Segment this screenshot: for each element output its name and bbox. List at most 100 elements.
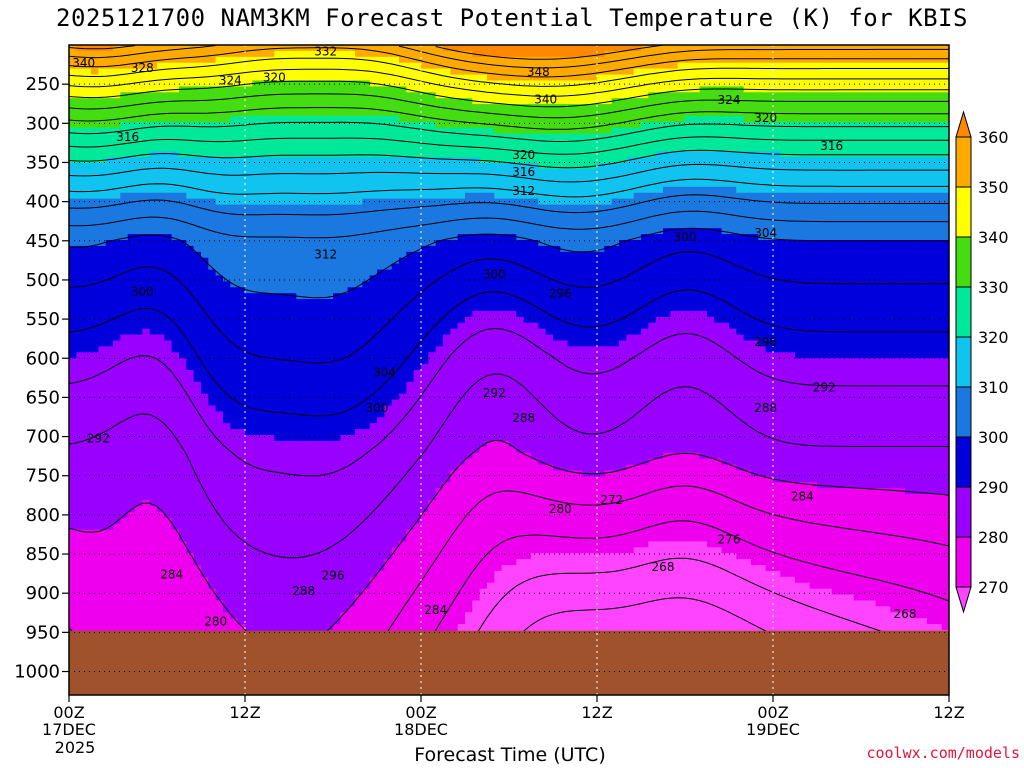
- field-cell: [76, 169, 85, 176]
- field-cell: [252, 458, 261, 466]
- field-cell: [135, 399, 143, 407]
- field-cell: [157, 127, 165, 135]
- field-cell: [369, 251, 378, 259]
- field-cell: [157, 263, 165, 271]
- field-cell: [179, 547, 187, 554]
- field-cell: [377, 570, 385, 578]
- field-cell: [149, 594, 158, 602]
- field-cell: [245, 50, 253, 58]
- field-cell: [135, 476, 143, 483]
- field-cell: [311, 505, 319, 513]
- field-cell: [311, 358, 319, 365]
- field-cell: [201, 423, 209, 430]
- field-cell: [113, 624, 121, 631]
- field-cell: [208, 334, 217, 342]
- field-cell: [208, 305, 217, 312]
- field-cell: [223, 204, 231, 212]
- field-cell: [296, 588, 305, 596]
- field-cell: [120, 594, 129, 602]
- field-cell: [347, 618, 356, 625]
- field-cell: [193, 500, 202, 507]
- field-cell: [362, 305, 371, 312]
- field-cell: [208, 86, 217, 93]
- field-cell: [149, 511, 158, 519]
- field-cell: [208, 74, 217, 82]
- field-cell: [223, 74, 231, 82]
- field-cell: [113, 340, 121, 347]
- field-cell: [333, 68, 341, 76]
- field-cell: [215, 600, 224, 607]
- field-cell: [208, 240, 217, 247]
- field-cell: [318, 340, 327, 347]
- field-cell: [135, 139, 143, 147]
- field-cell: [127, 175, 136, 182]
- field-cell: [311, 423, 319, 430]
- field-cell: [230, 104, 239, 111]
- field-cell: [113, 494, 121, 501]
- field-cell: [325, 157, 334, 164]
- field-cell: [230, 180, 239, 188]
- field-cell: [149, 381, 158, 389]
- field-cell: [333, 139, 341, 147]
- field-cell: [252, 346, 261, 353]
- field-cell: [252, 328, 261, 336]
- field-cell: [311, 210, 319, 217]
- field-cell: [325, 169, 334, 176]
- field-cell: [281, 405, 290, 412]
- field-cell: [76, 582, 85, 590]
- field-cell: [69, 582, 77, 590]
- field-cell: [230, 322, 239, 330]
- field-cell: [201, 275, 209, 282]
- field-cell: [274, 299, 283, 306]
- field-cell: [281, 305, 290, 312]
- field-cell: [201, 387, 209, 395]
- field-cell: [391, 157, 400, 164]
- field-cell: [245, 257, 253, 265]
- field-cell: [83, 127, 92, 135]
- field-cell: [274, 500, 283, 507]
- field-cell: [245, 529, 253, 537]
- field-cell: [157, 494, 165, 501]
- field-cell: [98, 175, 107, 182]
- field-cell: [252, 606, 261, 613]
- field-cell: [340, 423, 349, 430]
- field-cell: [325, 612, 334, 619]
- field-cell: [186, 417, 195, 424]
- field-cell: [76, 405, 85, 412]
- field-cell: [215, 228, 224, 235]
- field-cell: [98, 588, 107, 596]
- field-cell: [91, 375, 99, 383]
- field-cell: [149, 446, 158, 454]
- field-cell: [113, 346, 121, 353]
- field-cell: [289, 151, 297, 158]
- field-cell: [267, 340, 275, 347]
- field-cell: [311, 299, 319, 306]
- field-cell: [69, 133, 77, 141]
- field-cell: [289, 464, 297, 472]
- field-cell: [193, 186, 202, 194]
- field-cell: [230, 163, 239, 170]
- field-cell: [113, 328, 121, 336]
- field-cell: [274, 405, 283, 412]
- field-cell: [362, 505, 371, 513]
- field-cell: [303, 565, 312, 572]
- field-cell: [164, 293, 173, 300]
- field-cell: [237, 535, 246, 542]
- field-cell: [303, 559, 312, 566]
- field-cell: [245, 139, 253, 147]
- field-cell: [325, 269, 334, 277]
- field-cell: [91, 547, 99, 554]
- field-cell: [98, 204, 107, 212]
- field-cell: [318, 305, 327, 312]
- field-cell: [289, 346, 297, 353]
- field-cell: [105, 588, 114, 596]
- field-cell: [76, 186, 85, 194]
- field-cell: [215, 529, 224, 537]
- field-cell: [208, 423, 217, 430]
- field-cell: [296, 547, 305, 554]
- field-cell: [318, 157, 327, 164]
- field-cell: [347, 482, 356, 489]
- field-cell: [281, 198, 290, 206]
- field-cell: [377, 92, 385, 99]
- field-cell: [127, 399, 136, 407]
